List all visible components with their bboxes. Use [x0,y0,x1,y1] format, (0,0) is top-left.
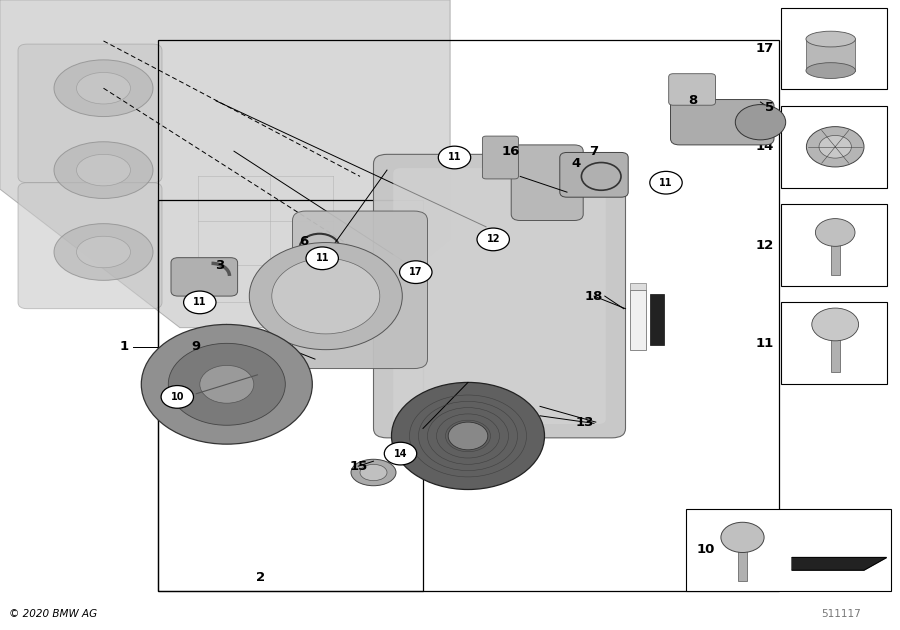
FancyBboxPatch shape [18,183,162,309]
FancyBboxPatch shape [669,74,716,105]
Text: 13: 13 [576,416,594,428]
Circle shape [477,228,509,251]
Text: 18: 18 [585,290,603,302]
Text: 11: 11 [315,253,329,263]
Circle shape [438,146,471,169]
FancyBboxPatch shape [292,211,428,369]
Circle shape [735,105,786,140]
Ellipse shape [351,459,396,486]
Circle shape [448,422,488,450]
Text: 14: 14 [756,140,774,153]
Circle shape [272,258,380,334]
Text: 11: 11 [448,152,461,163]
Text: 11: 11 [756,337,774,350]
Text: 4: 4 [572,158,580,170]
Text: 5: 5 [765,101,774,113]
Text: 1: 1 [120,340,129,353]
Text: 9: 9 [192,340,201,353]
Text: 17: 17 [409,267,423,277]
Circle shape [819,135,851,158]
Text: 511117: 511117 [822,609,861,619]
Bar [781,204,887,286]
Text: 7: 7 [590,145,598,158]
Bar [158,200,423,591]
Circle shape [721,522,764,553]
Circle shape [200,365,254,403]
Circle shape [168,343,285,425]
Text: 15: 15 [349,460,367,472]
Polygon shape [792,558,886,570]
Text: 14: 14 [394,449,407,459]
Text: 6: 6 [300,235,309,248]
Text: 10: 10 [171,392,184,402]
Circle shape [806,127,864,167]
Ellipse shape [54,224,153,280]
Circle shape [306,247,338,270]
Bar [781,8,887,89]
Text: 3: 3 [215,260,224,272]
Ellipse shape [76,154,130,186]
Text: 2: 2 [256,571,266,584]
Bar [806,39,855,71]
Ellipse shape [806,31,855,47]
Bar [831,234,840,275]
Circle shape [249,243,402,350]
FancyBboxPatch shape [482,136,518,179]
Polygon shape [0,0,450,328]
Bar [630,284,646,290]
Bar [650,294,664,345]
Bar [630,290,646,350]
Bar [781,106,887,188]
Ellipse shape [54,60,153,117]
Bar [738,539,747,581]
Ellipse shape [54,142,153,198]
Ellipse shape [76,236,130,268]
Circle shape [384,442,417,465]
Bar [686,509,891,591]
Circle shape [161,386,194,408]
Circle shape [815,219,855,246]
Text: 11: 11 [659,178,673,188]
Text: 12: 12 [487,234,500,244]
Ellipse shape [76,72,130,104]
FancyBboxPatch shape [670,100,774,145]
Text: 11: 11 [194,297,207,307]
FancyBboxPatch shape [560,152,628,197]
Text: 12: 12 [756,239,774,251]
Circle shape [400,261,432,284]
Circle shape [392,382,544,490]
Bar [781,302,887,384]
Circle shape [812,308,859,341]
Bar [831,328,840,372]
Text: 10: 10 [697,544,715,556]
FancyBboxPatch shape [18,44,162,183]
Circle shape [141,324,312,444]
Ellipse shape [806,62,855,78]
FancyBboxPatch shape [171,258,238,296]
Bar [158,40,778,591]
Circle shape [184,291,216,314]
FancyBboxPatch shape [393,168,606,424]
Text: 17: 17 [756,42,774,55]
FancyBboxPatch shape [511,145,583,220]
Text: 8: 8 [688,94,698,107]
FancyBboxPatch shape [374,154,626,438]
Text: 16: 16 [502,145,520,158]
Ellipse shape [360,464,387,481]
Circle shape [650,171,682,194]
Text: © 2020 BMW AG: © 2020 BMW AG [9,609,97,619]
